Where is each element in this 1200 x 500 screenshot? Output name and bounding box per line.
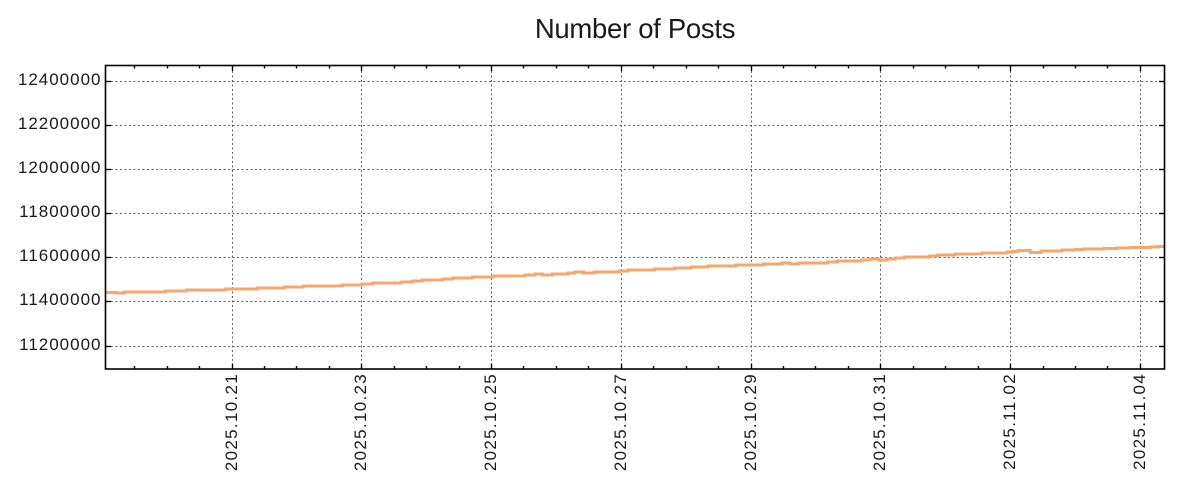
svg-text:2025.11.04: 2025.11.04: [1130, 373, 1149, 470]
svg-text:2025.10.23: 2025.10.23: [351, 373, 370, 471]
svg-text:12000000: 12000000: [18, 158, 102, 177]
svg-text:Number of Posts: Number of Posts: [535, 13, 735, 44]
svg-text:2025.10.27: 2025.10.27: [611, 373, 630, 471]
svg-text:2025.11.02: 2025.11.02: [1000, 373, 1019, 470]
svg-text:2025.10.21: 2025.10.21: [222, 373, 241, 471]
svg-text:2025.10.31: 2025.10.31: [870, 373, 889, 471]
svg-text:2025.10.29: 2025.10.29: [741, 373, 760, 471]
svg-text:11600000: 11600000: [19, 246, 101, 265]
svg-text:11800000: 11800000: [19, 202, 101, 221]
svg-text:11200000: 11200000: [19, 335, 101, 354]
svg-text:2025.10.25: 2025.10.25: [481, 373, 500, 471]
svg-text:11400000: 11400000: [19, 290, 101, 309]
svg-text:12400000: 12400000: [18, 70, 102, 89]
svg-text:12200000: 12200000: [18, 114, 102, 133]
